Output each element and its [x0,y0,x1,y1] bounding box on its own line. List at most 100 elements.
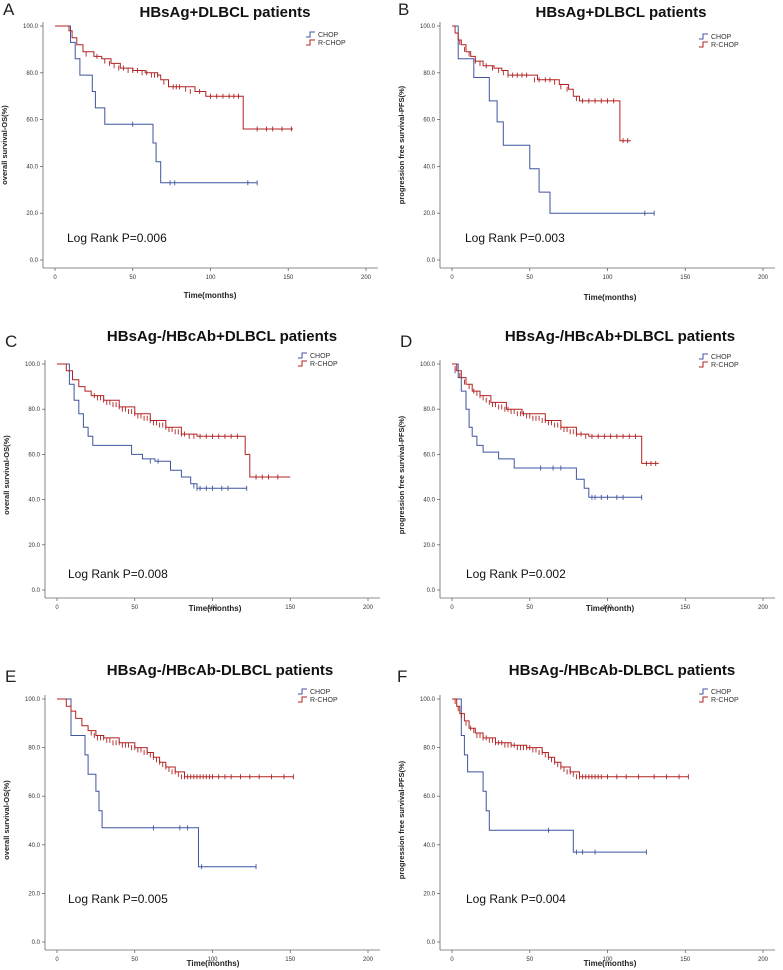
x-tick-label: 50 [131,605,138,611]
series-r-chop [57,363,291,480]
x-tick-label: 200 [758,275,769,281]
y-tick-label: 20.0 [423,543,435,549]
legend-swatch [699,41,708,48]
legend-label: CHOP [318,32,339,39]
x-tick-label: 200 [758,605,769,611]
y-tick-label: 80.0 [28,407,40,413]
x-axis-label: Time(months) [187,959,240,968]
chart-title: HBsAg-/HBcAb+DLBCL patients [107,328,337,345]
x-axis-label: Time(months) [184,291,237,300]
y-axis-label: overall survival-OS(%) [2,780,11,860]
y-tick-label: 40.0 [423,843,435,849]
y-tick-label: 20.0 [28,891,40,897]
legend-swatch [699,688,708,695]
y-tick-label: 60.0 [423,452,435,458]
x-tick-label: 0 [55,605,59,611]
panel-letter: D [400,332,412,351]
legend-swatch [699,353,708,360]
y-tick-label: 100.0 [25,697,41,703]
x-axis-label: Time(month) [586,604,635,613]
series-chop [57,698,257,870]
x-tick-label: 100 [207,605,218,611]
chart-title: HBsAg+DLBCL patients [536,4,707,21]
legend-label: CHOP [310,689,331,696]
series-chop [452,25,655,216]
km-panel-c: C HBsAg-/HBcAb+DLBCL patients 0.0 20.0 40.0 6… [2,328,380,613]
legend-label: R-CHOP [310,697,338,704]
x-axis-label: Time(months) [584,959,637,968]
survival-curve-r-chop [452,363,659,464]
y-tick-label: 20.0 [28,543,40,549]
survival-curve-r-chop [57,698,294,778]
series-chop [452,363,643,500]
km-panel-b: B HBsAg+DLBCL patients 0.0 20.0 40.0 60.0 80.0… [397,0,775,302]
chart-title: HBsAg-/HBcAb-DLBCL patients [107,662,333,679]
y-tick-label: 0.0 [427,940,436,946]
chart-title: HBsAg-/HBcAb+DLBCL patients [505,328,735,345]
legend-swatch [298,360,307,367]
chart-title: HBsAg+DLBCL patients [140,4,311,21]
y-tick-label: 100.0 [420,362,436,368]
x-axis-label: Time(months) [584,293,637,302]
x-tick-label: 100 [602,275,613,281]
survival-curve-chop [57,698,256,868]
series-chop [55,25,258,186]
panel-letter: A [3,0,15,19]
y-tick-label: 40.0 [26,164,38,170]
y-axis-label: overall survival-OS(%) [2,435,11,515]
x-tick-label: 100 [602,605,613,611]
survival-curve-chop [55,25,258,184]
x-tick-label: 150 [285,957,296,963]
survival-curve-chop [452,363,642,498]
log-rank-annotation: Log Rank P=0.005 [68,892,168,906]
legend-label: R-CHOP [310,361,338,368]
log-rank-annotation: Log Rank P=0.006 [67,231,167,245]
x-tick-label: 50 [131,957,138,963]
x-tick-label: 200 [363,605,374,611]
y-tick-label: 40.0 [28,498,40,504]
y-tick-label: 0.0 [427,588,436,594]
y-tick-label: 0.0 [427,258,436,264]
series-r-chop [452,698,689,780]
x-tick-label: 50 [129,275,136,281]
series-r-chop [452,25,631,144]
x-tick-label: 100 [205,275,216,281]
survival-curve-chop [452,698,647,853]
log-rank-annotation: Log Rank P=0.008 [68,567,168,581]
survival-curve-chop [452,25,655,214]
x-tick-label: 100 [207,957,218,963]
series-chop [57,363,248,491]
y-tick-label: 0.0 [32,940,41,946]
legend-swatch [699,33,708,40]
x-tick-label: 0 [450,275,454,281]
y-axis-label: progression free survival-PFS(%) [397,85,406,204]
x-tick-label: 150 [680,275,691,281]
legend-swatch [699,361,708,368]
legend-label: CHOP [711,34,732,41]
km-panel-e: E HBsAg-/HBcAb-DLBCL patients 0.0 20.0 40.0 6… [2,662,380,968]
survival-curve-r-chop [55,25,293,130]
y-tick-label: 60.0 [28,794,40,800]
y-tick-label: 80.0 [28,746,40,752]
x-tick-label: 0 [55,957,59,963]
survival-curve-r-chop [452,698,689,778]
x-tick-label: 200 [363,957,374,963]
y-tick-label: 60.0 [26,118,38,124]
series-chop [452,698,647,855]
legend-label: CHOP [310,353,331,360]
panel-letter: F [397,667,407,686]
y-tick-label: 80.0 [423,407,435,413]
log-rank-annotation: Log Rank P=0.002 [466,567,566,581]
y-tick-label: 100.0 [420,697,436,703]
y-tick-label: 20.0 [26,211,38,217]
y-axis-label: progression free survival-PFS(%) [397,760,406,879]
x-tick-label: 0 [450,605,454,611]
x-tick-label: 200 [361,275,372,281]
x-tick-label: 150 [283,275,294,281]
y-tick-label: 20.0 [423,891,435,897]
survival-curve-chop [57,363,247,489]
survival-curve-r-chop [452,25,631,142]
